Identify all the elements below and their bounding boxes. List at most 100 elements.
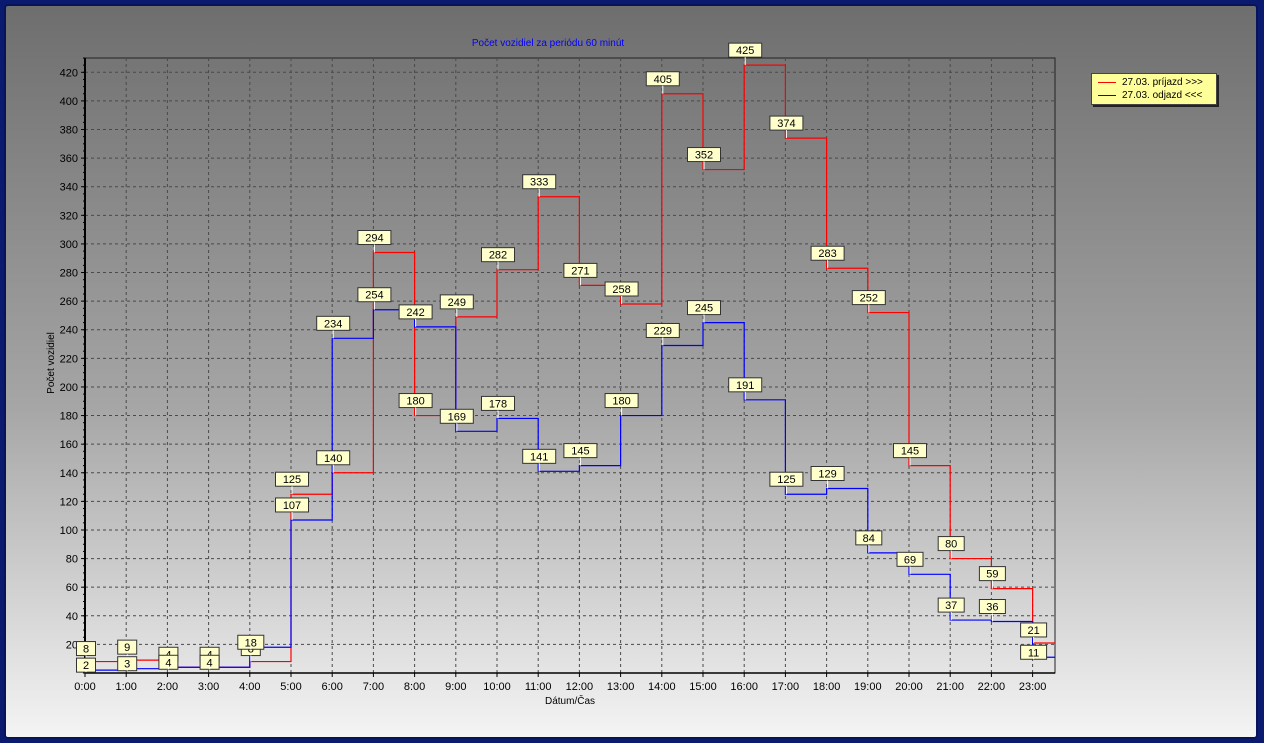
data-label-text: 229 [654, 325, 672, 337]
data-label-text: 107 [283, 500, 301, 512]
y-tick-label: 340 [60, 182, 78, 194]
x-tick-label: 6:00 [321, 681, 342, 693]
x-tick-label: 15:00 [689, 681, 717, 693]
data-label-text: 245 [695, 303, 713, 315]
data-label: 80 [937, 536, 965, 559]
data-label: 352 [687, 147, 721, 170]
data-label-text: 252 [860, 293, 878, 305]
data-label-text: 405 [654, 74, 672, 86]
y-tick-label: 360 [60, 153, 78, 165]
x-tick-label: 23:00 [1019, 681, 1047, 693]
data-label: 129 [810, 466, 845, 489]
data-label: 125 [769, 471, 804, 495]
data-label: 4 [158, 654, 179, 670]
legend-item-departures: 27.03. odjazd <<< [1098, 89, 1202, 102]
data-label: 191 [728, 377, 763, 400]
y-tick-label: 140 [60, 468, 78, 480]
y-tick-label: 260 [60, 296, 78, 308]
data-label-text: 294 [365, 233, 383, 245]
y-tick-label: 20 [66, 639, 78, 651]
data-label: 84 [855, 530, 883, 553]
y-axis: 20 40 60 80 100 120 140 160 180 200 220 240 260 280 30… [60, 57, 86, 674]
data-label-text: 80 [945, 539, 957, 551]
data-label-text: 18 [245, 637, 257, 649]
data-label-text: 125 [283, 474, 301, 486]
data-label: 234 [316, 315, 351, 339]
y-tick-label: 280 [60, 268, 78, 280]
data-label-text: 352 [695, 150, 713, 162]
data-label: 252 [851, 290, 886, 313]
y-tick-label: 380 [60, 125, 78, 137]
data-label: 2 [76, 657, 96, 673]
legend-swatch-arrivals [1098, 82, 1116, 83]
legend-label-arrivals: 27.03. príjazd >>> [1122, 77, 1203, 88]
x-tick-label: 9:00 [445, 681, 466, 693]
x-tick-label: 20:00 [895, 681, 923, 693]
data-label-text: 69 [904, 554, 916, 566]
data-label: 4 [199, 654, 220, 670]
y-tick-label: 220 [60, 353, 78, 365]
data-label-text: 140 [324, 453, 342, 465]
data-label: 69 [896, 551, 924, 575]
data-label-text: 8 [83, 644, 89, 656]
data-label-text: 178 [489, 398, 507, 410]
x-tick-label: 8:00 [404, 681, 425, 693]
data-label-text: 271 [571, 265, 589, 277]
data-label-text: 145 [901, 446, 919, 458]
data-label-text: 59 [986, 569, 998, 581]
data-label-text: 125 [777, 474, 795, 486]
y-tick-label: 40 [66, 611, 78, 623]
data-label-text: 3 [124, 659, 130, 671]
x-axis-label: Dátum/Čas [545, 694, 595, 707]
data-labels: 8944812514029418024928233327125840535242… [76, 42, 1048, 673]
data-label-text: 21 [1027, 625, 1039, 637]
data-label-text: 37 [945, 600, 957, 612]
data-label: 283 [810, 245, 845, 269]
data-label-text: 425 [736, 45, 754, 57]
data-label: 405 [645, 71, 680, 94]
x-tick-label: 22:00 [978, 681, 1006, 693]
x-tick-label: 13:00 [607, 681, 635, 693]
x-tick-label: 1:00 [115, 681, 136, 693]
y-tick-label: 300 [60, 239, 78, 251]
y-axis-label: Počet vozidiel [46, 332, 57, 394]
x-tick-label: 7:00 [363, 681, 384, 693]
y-tick-label: 200 [60, 382, 78, 394]
data-label: 229 [645, 322, 680, 346]
data-label: 8 [76, 641, 96, 662]
data-label: 3 [117, 656, 138, 672]
data-label-text: 283 [818, 248, 836, 260]
data-label-text: 180 [406, 396, 424, 408]
chart-frame [4, 4, 1258, 739]
x-tick-label: 3:00 [198, 681, 219, 693]
legend-label-departures: 27.03. odjazd <<< [1122, 90, 1203, 101]
data-label: 178 [481, 395, 515, 419]
y-tick-label: 120 [60, 496, 78, 508]
data-label: 36 [978, 599, 1006, 622]
data-label: 59 [978, 566, 1006, 589]
data-label: 374 [769, 115, 804, 139]
data-label-text: 84 [863, 533, 875, 545]
x-axis: 0:00 1:00 2:00 3:00 4:00 5:00 6:00 7:00 8:00 9:00… [74, 672, 1055, 693]
legend: 27.03. príjazd >>> 27.03. odjazd <<< [1091, 73, 1217, 105]
data-label: 145 [893, 443, 927, 466]
data-label: 140 [316, 450, 351, 473]
data-label: 282 [481, 247, 515, 270]
x-tick-label: 2:00 [157, 681, 178, 693]
x-tick-label: 5:00 [280, 681, 301, 693]
x-tick-label: 0:00 [74, 681, 95, 693]
data-label-text: 9 [124, 642, 130, 654]
data-label: 254 [357, 287, 392, 310]
data-label-text: 242 [406, 307, 424, 319]
data-label-text: 254 [365, 290, 383, 302]
x-tick-label: 12:00 [566, 681, 594, 693]
data-label: 107 [275, 497, 309, 520]
data-label: 258 [604, 281, 639, 304]
data-label-text: 4 [165, 657, 171, 669]
data-label: 37 [937, 597, 965, 621]
x-tick-label: 19:00 [854, 681, 882, 693]
data-label: 18 [237, 634, 265, 650]
data-label-text: 145 [571, 446, 589, 458]
data-label-text: 191 [736, 380, 754, 392]
